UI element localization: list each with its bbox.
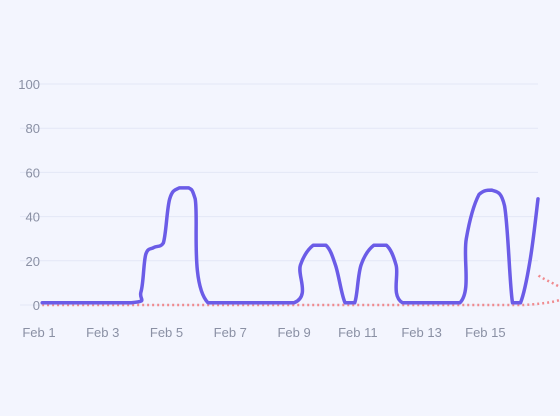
series-line-dotted (42, 272, 560, 307)
y-tick-label: 20 (26, 254, 40, 269)
y-tick-label: 40 (26, 210, 40, 225)
y-axis-ticks: 0 20 40 60 80 100 (18, 77, 40, 313)
x-tick-label: Feb 7 (214, 325, 247, 340)
x-tick-label: Feb 3 (86, 325, 119, 340)
y-tick-label: 80 (26, 121, 40, 136)
x-tick-label: Feb 11 (338, 325, 378, 340)
grid-lines (20, 83, 538, 306)
x-tick-label: Feb 5 (150, 325, 183, 340)
x-axis-ticks: Feb 1 Feb 3 Feb 5 Feb 7 Feb 9 Feb 11 Feb 13 Feb… (22, 325, 505, 340)
y-tick-label: 100 (18, 77, 40, 92)
x-tick-label: Feb 13 (401, 325, 441, 340)
x-tick-label: Feb 9 (277, 325, 310, 340)
y-tick-label: 60 (26, 165, 40, 180)
y-tick-label: 0 (33, 298, 40, 313)
x-tick-label: Feb 1 (22, 325, 55, 340)
series-line-solid (40, 186, 540, 305)
x-tick-label: Feb 15 (465, 325, 505, 340)
series-lines (40, 186, 560, 307)
